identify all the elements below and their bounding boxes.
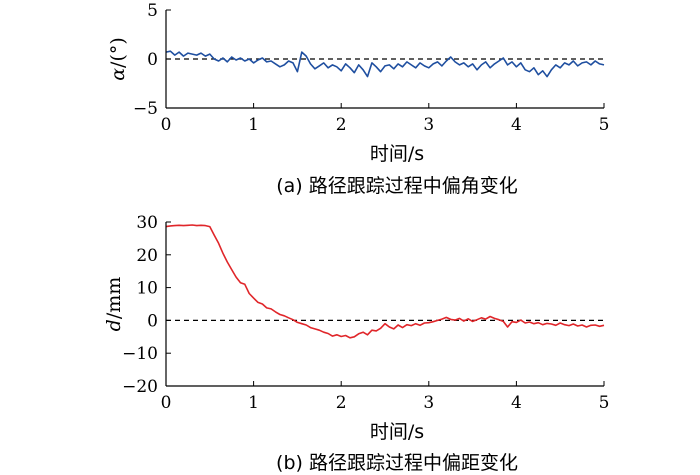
chart-a-y-tick-label: −5 (133, 99, 158, 119)
chart-a-x-tick-label: 3 (423, 115, 434, 135)
chart-a-y-tick-label: 5 (147, 1, 158, 21)
chart-a-x-tick-label: 5 (599, 115, 610, 135)
chart-a-ylabel-unit: /(°) (107, 37, 129, 68)
chart-b-x-tick-label: 0 (161, 393, 172, 413)
chart-a-series-line (165, 50, 605, 78)
chart-b-y-tick-label: 0 (147, 311, 158, 331)
chart-b-ylabel-var: d (103, 319, 125, 331)
chart-a-ylabel-var: α (107, 68, 129, 81)
chart-b-x-tick-label: 3 (423, 393, 434, 413)
chart-a-x-tick-label: 0 (161, 115, 172, 135)
chart-a-y-tick-label: 0 (147, 50, 158, 70)
chart-b-ylabel-unit: /mm (103, 277, 125, 319)
chart-a-xlabel: 时间/s (370, 143, 424, 165)
chart-b-y-tick-label: −10 (122, 344, 158, 364)
chart-b-x-tick-label: 2 (336, 393, 347, 413)
chart-b: 0 1 2 3 4 5 −20 −10 0 10 20 30 d/mm 时间/s (b) 路径跟踪过程… (103, 213, 609, 474)
chart-b-x-tick-label: 4 (511, 393, 522, 413)
chart-a-x-tick-label: 2 (336, 115, 347, 135)
chart-a-x-tick-label: 1 (248, 115, 259, 135)
chart-b-y-tick-label: 20 (136, 246, 158, 266)
chart-b-y-tick-label: 10 (136, 279, 158, 299)
chart-a: 0 1 2 3 4 5−505 α/(°) 时间/s (a) 路径跟踪过程中偏角变化 (107, 1, 609, 197)
chart-a-x-tick-label: 4 (511, 115, 522, 135)
chart-b-axes: 0 1 2 3 4 5 −20 −10 0 10 20 30 (122, 213, 609, 413)
chart-a-caption: (a) 路径跟踪过程中偏角变化 (276, 175, 518, 197)
chart-b-series-line (165, 224, 605, 339)
chart-b-y-tick-label: 30 (136, 213, 158, 233)
chart-b-ylabel: d/mm (103, 277, 125, 332)
chart-a-axes: 0 1 2 3 4 5−505 (133, 1, 609, 135)
chart-b-x-tick-label: 5 (599, 393, 610, 413)
chart-b-x-tick-label: 1 (248, 393, 259, 413)
chart-b-y-tick-label: −20 (122, 377, 158, 397)
chart-b-xlabel: 时间/s (370, 421, 424, 443)
chart-b-caption: (b) 路径跟踪过程中偏距变化 (276, 452, 518, 474)
chart-a-ylabel: α/(°) (107, 37, 129, 81)
